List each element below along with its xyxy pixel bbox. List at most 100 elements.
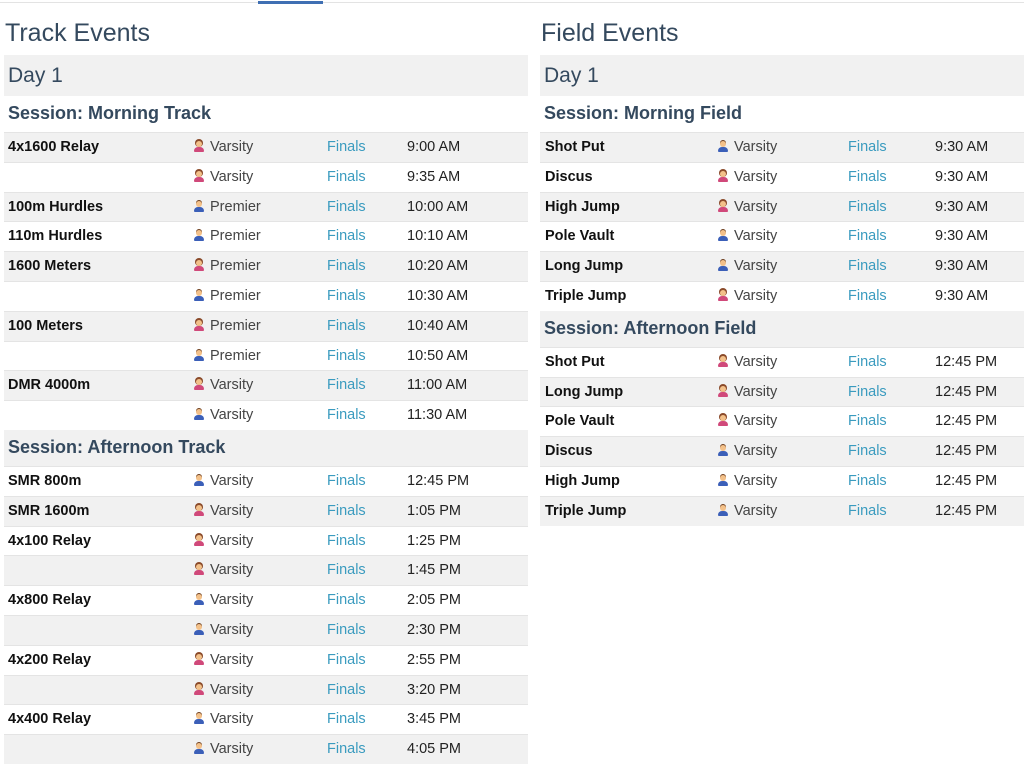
start-time: 1:25 PM — [407, 532, 461, 549]
start-time: 9:30 AM — [935, 228, 989, 245]
start-time: 1:05 PM — [407, 502, 461, 519]
event-row: Varsity Finals 2:30 PM — [4, 614, 528, 645]
start-time: 12:45 PM — [935, 443, 998, 460]
event-name: Discus — [545, 443, 593, 460]
start-time: 9:30 AM — [935, 168, 989, 185]
event-name: 4x400 Relay — [8, 711, 92, 728]
start-time: 12:45 PM — [935, 502, 998, 519]
gender-icon — [718, 170, 728, 183]
round-link[interactable]: Finals — [327, 377, 366, 394]
event-name: 4x100 Relay — [8, 532, 92, 549]
event-name: 1600 Meters — [8, 258, 92, 275]
day-header: Day 1 — [540, 55, 1024, 96]
round-link[interactable]: Finals — [327, 741, 366, 758]
session-header: Session: Morning Field — [544, 103, 743, 123]
event-name: High Jump — [545, 472, 620, 489]
event-name: Pole Vault — [545, 413, 615, 430]
start-time: 9:35 AM — [407, 168, 461, 185]
start-time: 9:30 AM — [935, 139, 989, 155]
top-divider — [0, 2, 1024, 3]
round-link[interactable]: Finals — [327, 562, 366, 579]
level: Premier — [210, 317, 261, 334]
round-link[interactable]: Finals — [327, 407, 366, 424]
event-name: 110m Hurdles — [8, 228, 103, 245]
gender-icon — [194, 379, 204, 391]
level: Varsity — [734, 502, 778, 519]
event-row: Varsity Finals 3:20 PM — [4, 674, 528, 705]
event-row: Premier Finals 10:30 AM — [4, 280, 528, 311]
round-link[interactable]: Finals — [848, 228, 887, 245]
level: Varsity — [210, 502, 254, 519]
level: Premier — [210, 347, 261, 364]
gender-icon — [194, 170, 204, 183]
event-name: DMR 4000m — [8, 377, 91, 394]
start-time: 4:05 PM — [407, 741, 461, 758]
round-link[interactable]: Finals — [327, 168, 366, 185]
round-link[interactable]: Finals — [848, 139, 887, 155]
start-time: 9:30 AM — [935, 258, 989, 275]
level: Varsity — [734, 383, 778, 400]
round-link[interactable]: Finals — [848, 502, 887, 519]
event-name: 4x1600 Relay — [8, 139, 100, 155]
round-link[interactable]: Finals — [327, 621, 366, 638]
gender-icon — [194, 260, 204, 272]
round-link[interactable]: Finals — [848, 287, 887, 304]
round-link[interactable]: Finals — [327, 228, 366, 245]
round-link[interactable]: Finals — [327, 258, 366, 275]
level: Varsity — [210, 681, 254, 698]
level: Varsity — [734, 198, 778, 215]
start-time: 9:00 AM — [407, 139, 461, 155]
round-link[interactable]: Finals — [848, 472, 887, 489]
event-row: 1600 Meters Premier Finals 10:20 AM — [4, 251, 528, 281]
event-row: 4x100 Relay Varsity Finals 1:25 PM — [4, 525, 528, 556]
round-link[interactable]: Finals — [327, 139, 366, 155]
start-time: 12:45 PM — [935, 353, 998, 370]
round-link[interactable]: Finals — [327, 502, 366, 519]
round-link[interactable]: Finals — [327, 651, 366, 668]
round-link[interactable]: Finals — [848, 198, 887, 215]
event-row: High Jump Varsity Finals 12:45 PM — [540, 465, 1024, 496]
start-time: 10:40 AM — [407, 317, 469, 334]
round-link[interactable]: Finals — [327, 592, 366, 609]
round-link[interactable]: Finals — [848, 443, 887, 460]
level: Premier — [210, 287, 261, 304]
round-link[interactable]: Finals — [848, 353, 887, 370]
round-link[interactable]: Finals — [327, 681, 366, 698]
round-link[interactable]: Finals — [848, 413, 887, 430]
start-time: 12:45 PM — [407, 472, 470, 489]
level: Varsity — [210, 377, 254, 394]
gender-icon — [194, 534, 204, 547]
round-link[interactable]: Finals — [848, 383, 887, 400]
level: Premier — [210, 258, 261, 275]
round-link[interactable]: Finals — [327, 287, 366, 304]
round-link[interactable]: Finals — [327, 472, 366, 489]
round-link[interactable]: Finals — [327, 532, 366, 549]
event-name: 4x200 Relay — [8, 651, 92, 668]
gender-icon — [194, 653, 204, 666]
round-link[interactable]: Finals — [327, 198, 366, 215]
event-row: DMR 4000m Varsity Finals 11:00 AM — [4, 370, 528, 401]
round-link[interactable]: Finals — [327, 347, 366, 364]
event-row: Discus Varsity Finals 9:30 AM — [540, 161, 1024, 192]
gender-icon — [194, 474, 204, 487]
start-time: 12:45 PM — [935, 413, 998, 430]
event-row: Varsity Finals 11:30 AM — [4, 400, 528, 430]
event-row: Varsity Finals 9:35 AM — [4, 161, 528, 192]
gender-icon — [718, 474, 728, 487]
round-link[interactable]: Finals — [327, 317, 366, 334]
round-link[interactable]: Finals — [848, 258, 887, 275]
column: Field Events Day 1 Session: Morning Field S… — [540, 14, 1024, 526]
start-time: 1:45 PM — [407, 562, 461, 579]
event-row: SMR 1600m Varsity Finals 1:05 PM — [4, 495, 528, 526]
start-time: 12:45 PM — [935, 383, 998, 400]
level: Varsity — [734, 353, 778, 370]
event-row: 4x1600 Relay Varsity Finals 9:00 AM — [4, 132, 528, 162]
round-link[interactable]: Finals — [327, 711, 366, 728]
event-row: Premier Finals 10:50 AM — [4, 340, 528, 371]
gender-icon — [718, 289, 728, 302]
event-name: SMR 1600m — [8, 502, 90, 519]
event-row: Shot Put Varsity Finals 12:45 PM — [540, 346, 1024, 377]
round-link[interactable]: Finals — [848, 168, 887, 185]
level: Varsity — [210, 621, 254, 638]
gender-icon — [194, 230, 204, 242]
